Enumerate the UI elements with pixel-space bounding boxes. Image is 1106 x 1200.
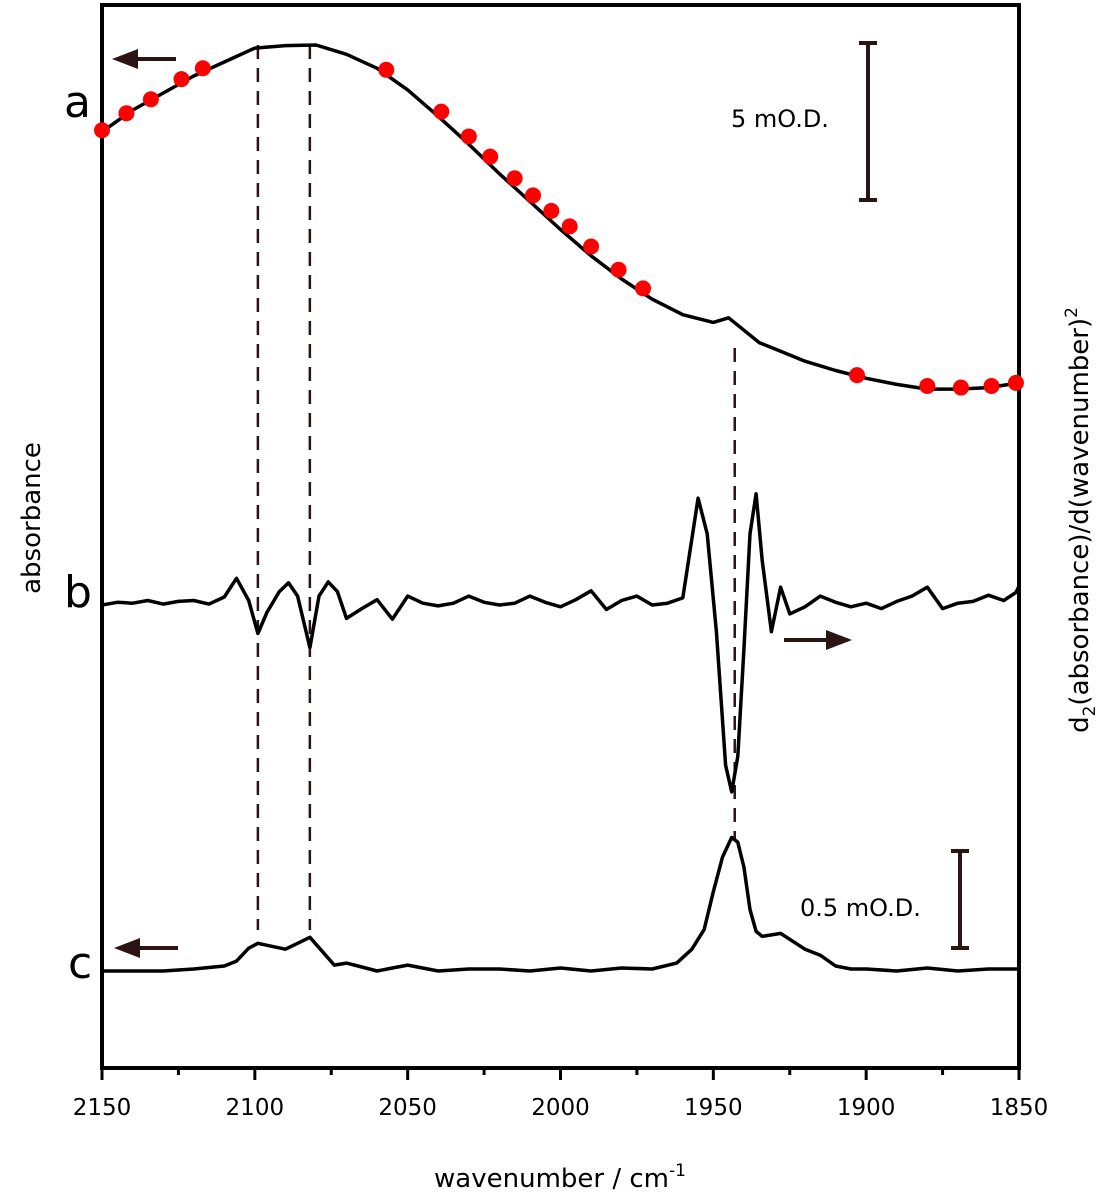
x-tick-label: 1850 (990, 1095, 1049, 1121)
trace-a-markers (94, 60, 1024, 396)
trace-label-a: a (64, 77, 91, 128)
trace-b-line (100, 492, 1021, 794)
data-point-marker (610, 261, 627, 278)
data-point-marker (561, 218, 578, 235)
data-point-marker (635, 280, 652, 297)
x-tick-label: 1950 (684, 1095, 743, 1121)
data-point-marker (983, 378, 1000, 394)
trace-label-c: c (68, 938, 92, 989)
arrow-left-icon (112, 49, 176, 69)
scale-bar-0-5-mod (951, 849, 969, 950)
data-point-marker (460, 128, 477, 145)
data-point-marker (524, 187, 541, 204)
arrow-left-icon (114, 938, 178, 958)
y-axis-right-d: d (1065, 716, 1095, 733)
data-point-marker (583, 238, 600, 255)
peak-guide-lines (256, 45, 736, 930)
data-point-marker (94, 122, 110, 139)
x-tick-label: 2050 (378, 1095, 437, 1121)
data-point-marker (118, 105, 135, 122)
data-point-marker (142, 91, 159, 108)
data-point-marker (1007, 374, 1024, 391)
data-point-marker (194, 60, 211, 77)
arrow-right-icon (784, 630, 852, 650)
y-axis-right-sub: 2 (1080, 706, 1100, 717)
scale-label-0-5-mod: 0.5 mO.D. (800, 894, 921, 922)
x-axis-title: wavenumber / cm-1 (434, 1161, 686, 1194)
x-tick-label: 1900 (837, 1095, 896, 1121)
trace-label-b: b (64, 567, 92, 618)
y-axis-right-main: (absorbance)/d(wavenumber) (1065, 318, 1095, 706)
x-axis: 2150 2100 2050 2000 1950 1900 1850 (73, 1068, 1049, 1121)
x-axis-title-main: wavenumber / cm (434, 1164, 669, 1194)
data-point-marker (848, 367, 865, 384)
trace-a-line (100, 43, 1021, 391)
data-point-marker (952, 379, 969, 396)
y-axis-right-sup: 2 (1062, 307, 1082, 318)
spectrum-traces (100, 43, 1021, 973)
data-point-marker (482, 148, 499, 165)
data-point-marker (543, 202, 560, 219)
data-point-marker (506, 170, 523, 187)
trace-c-line (100, 835, 1021, 973)
y-axis-title-left: absorbance (17, 442, 47, 594)
data-point-marker (433, 103, 450, 120)
y-axis-title-right: d2(absorbance)/d(wavenumber)2 (1062, 307, 1100, 733)
x-tick-label: 2000 (531, 1095, 590, 1121)
x-tick-label: 2100 (226, 1095, 285, 1121)
scale-label-5-mod: 5 mO.D. (731, 105, 829, 133)
x-tick-label: 2150 (73, 1095, 132, 1121)
x-axis-title-superscript: -1 (669, 1161, 686, 1181)
data-point-marker (919, 378, 936, 394)
scale-bar-5-mod (859, 41, 877, 202)
data-point-marker (378, 61, 395, 78)
data-point-marker (173, 71, 190, 88)
